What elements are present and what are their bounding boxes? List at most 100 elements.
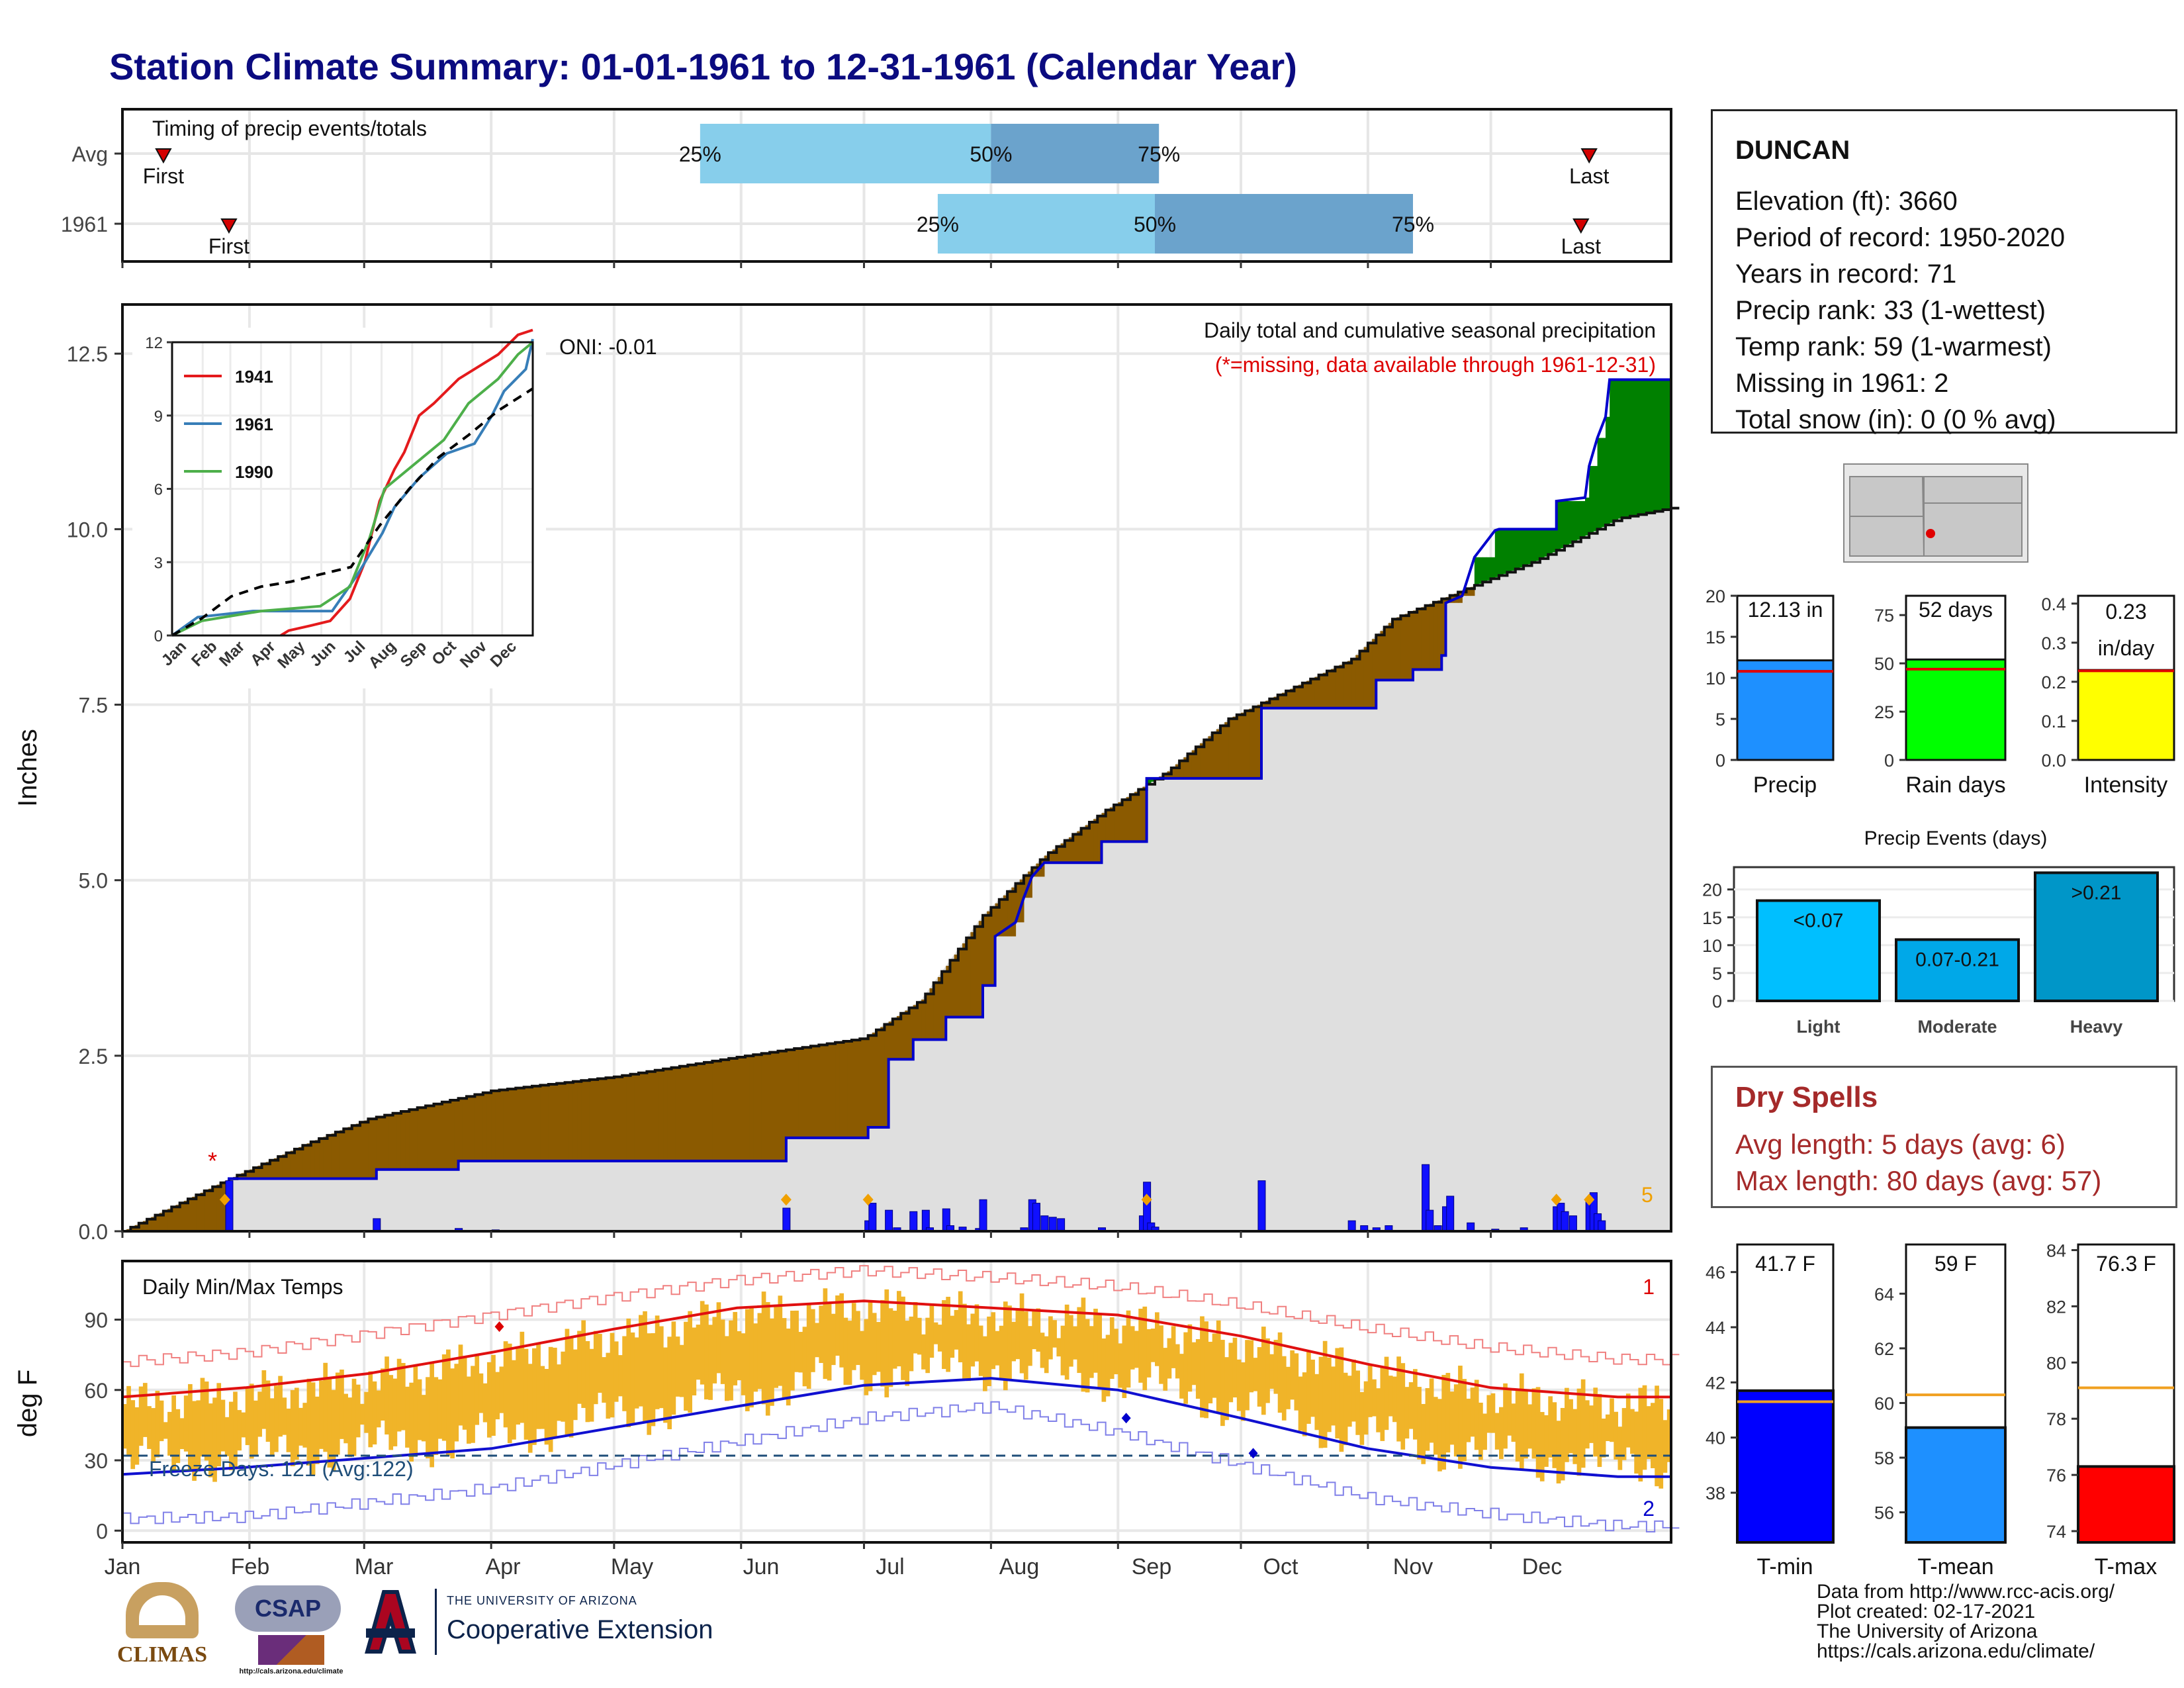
precip-diff-band: [1569, 500, 1574, 544]
temps-daily-range: [655, 1315, 660, 1409]
temps-daily-range: [1060, 1325, 1066, 1376]
precip-daily-bar: [926, 1227, 934, 1232]
precip-diff-band: [1265, 700, 1270, 708]
temps-daily-range: [1318, 1356, 1324, 1448]
precip-ytick-label: 2.5: [79, 1045, 108, 1068]
precip-diff-band: [602, 1078, 607, 1161]
precip-diff-band: [261, 1164, 267, 1179]
precip-diff-band: [1339, 665, 1344, 708]
temps-daily-range: [937, 1325, 942, 1352]
precip-diff-band: [921, 1000, 926, 1040]
precip-diff-band: [1302, 682, 1307, 708]
temp-summary-ytick-label: 76: [2046, 1466, 2066, 1485]
precip-diff-band: [396, 1112, 402, 1170]
month-label: Jun: [743, 1554, 780, 1579]
precip-diff-band: [659, 1069, 664, 1161]
temps-daily-range: [1081, 1297, 1086, 1392]
inset-xtick-label: May: [274, 637, 309, 673]
temps-daily-range: [458, 1344, 463, 1426]
precip-events-frame: [1733, 866, 2175, 1002]
temps-daily-range: [253, 1400, 258, 1455]
temps-daily-range: [1212, 1333, 1217, 1398]
precip-diff-band: [512, 1088, 516, 1161]
temps-daily-range: [208, 1403, 213, 1477]
precip-diff-band: [1507, 529, 1512, 573]
precip-cumulative-line: [122, 378, 1671, 1233]
precip-diff-band: [151, 1217, 156, 1231]
precip-summary-label2-2: in/day: [2098, 636, 2154, 660]
month-label: Apr: [486, 1554, 521, 1579]
precip-diff-band: [1413, 610, 1418, 670]
temps-daily-range: [913, 1301, 918, 1354]
precip-diff-band: [1458, 592, 1463, 603]
temps-daily-range: [396, 1358, 402, 1432]
precip-diff-band: [331, 1133, 336, 1179]
temps-daily-range: [478, 1373, 484, 1413]
temps-daily-range: [1114, 1329, 1118, 1375]
precip-diff-band: [1474, 557, 1479, 586]
temp-summary-ytick-label: 38: [1706, 1483, 1725, 1503]
precip-diff-band: [1646, 379, 1651, 513]
temps-daily-range: [610, 1333, 615, 1418]
month-label: Jan: [105, 1554, 141, 1579]
temps-daily-range: [1408, 1382, 1414, 1429]
temps-daily-range: [622, 1336, 627, 1411]
timing-title: Timing of precip events/totals: [152, 117, 427, 140]
precip-diff-band: [888, 1021, 893, 1060]
precip-diff-band: [450, 1100, 455, 1170]
temps-daily-range: [499, 1366, 504, 1413]
temps-daily-range: [1204, 1321, 1208, 1419]
precip-diff-band: [1343, 663, 1348, 708]
precip-daily-bar: [1598, 1220, 1606, 1232]
temps-daily-range: [1011, 1321, 1017, 1362]
precip-diff-band: [1073, 834, 1077, 863]
temps-daily-range: [1524, 1391, 1528, 1459]
inset-xtick-label: Jul: [340, 637, 369, 667]
climas-logo: CLIMAS: [109, 1579, 215, 1678]
precip-diff-band: [778, 1051, 783, 1161]
precip-event-marker: [1141, 1194, 1152, 1206]
temps-daily-range: [503, 1341, 508, 1428]
precip-diff-band: [1347, 661, 1352, 708]
precip-diff-band: [1535, 529, 1541, 561]
temps-avg-min-line: [122, 1377, 1671, 1478]
temps-daily-range: [1425, 1387, 1430, 1451]
precip-diff-band: [712, 1060, 717, 1161]
precip-diff-band: [1601, 438, 1606, 528]
precip-diff-band: [1589, 465, 1594, 534]
precip-diff-band: [1028, 871, 1032, 898]
temps-daily-range: [245, 1387, 250, 1446]
temps-daily-range: [1208, 1341, 1213, 1404]
station-snow: Total snow (in): 0 (0 % avg): [1735, 405, 2056, 434]
temps-daily-range: [811, 1309, 815, 1372]
temps-daily-range: [409, 1382, 414, 1462]
temp-summary-ytick-label: 40: [1706, 1429, 1725, 1448]
inset-bg: [132, 328, 546, 688]
inset-line-1941: [280, 328, 533, 637]
temps-daily-range: [540, 1366, 545, 1429]
precip-diff-band: [851, 1040, 856, 1138]
temps-daily-range: [295, 1387, 299, 1460]
precip-diff-band: [1322, 673, 1328, 708]
precip-diff-band: [917, 1002, 922, 1040]
temps-daily-range: [1437, 1399, 1442, 1472]
temps-daily-range: [1576, 1388, 1582, 1476]
precip-diff-band: [1433, 602, 1438, 670]
precip-daily-bar: [1385, 1225, 1393, 1232]
temp-summary-name-2: T-max: [2095, 1554, 2157, 1579]
temps-daily-range: [966, 1324, 971, 1382]
precip-diff-band: [577, 1081, 582, 1161]
temps-daily-range: [1187, 1324, 1193, 1392]
precip-diff-band: [1421, 607, 1426, 670]
temps-daily-range: [1351, 1359, 1356, 1422]
precip-diff-band: [569, 1082, 574, 1161]
temps-daily-range: [1134, 1331, 1139, 1368]
temps-daily-range: [282, 1397, 287, 1435]
temps-daily-range: [1056, 1338, 1062, 1357]
precip-daily-bar: [1589, 1192, 1598, 1232]
precip-diff-band: [1572, 500, 1578, 542]
inset-xtick-label: Jan: [158, 637, 190, 669]
temps-daily-range: [798, 1332, 803, 1373]
precip-diff-band: [536, 1086, 541, 1161]
precip-diff-band: [1367, 643, 1373, 708]
